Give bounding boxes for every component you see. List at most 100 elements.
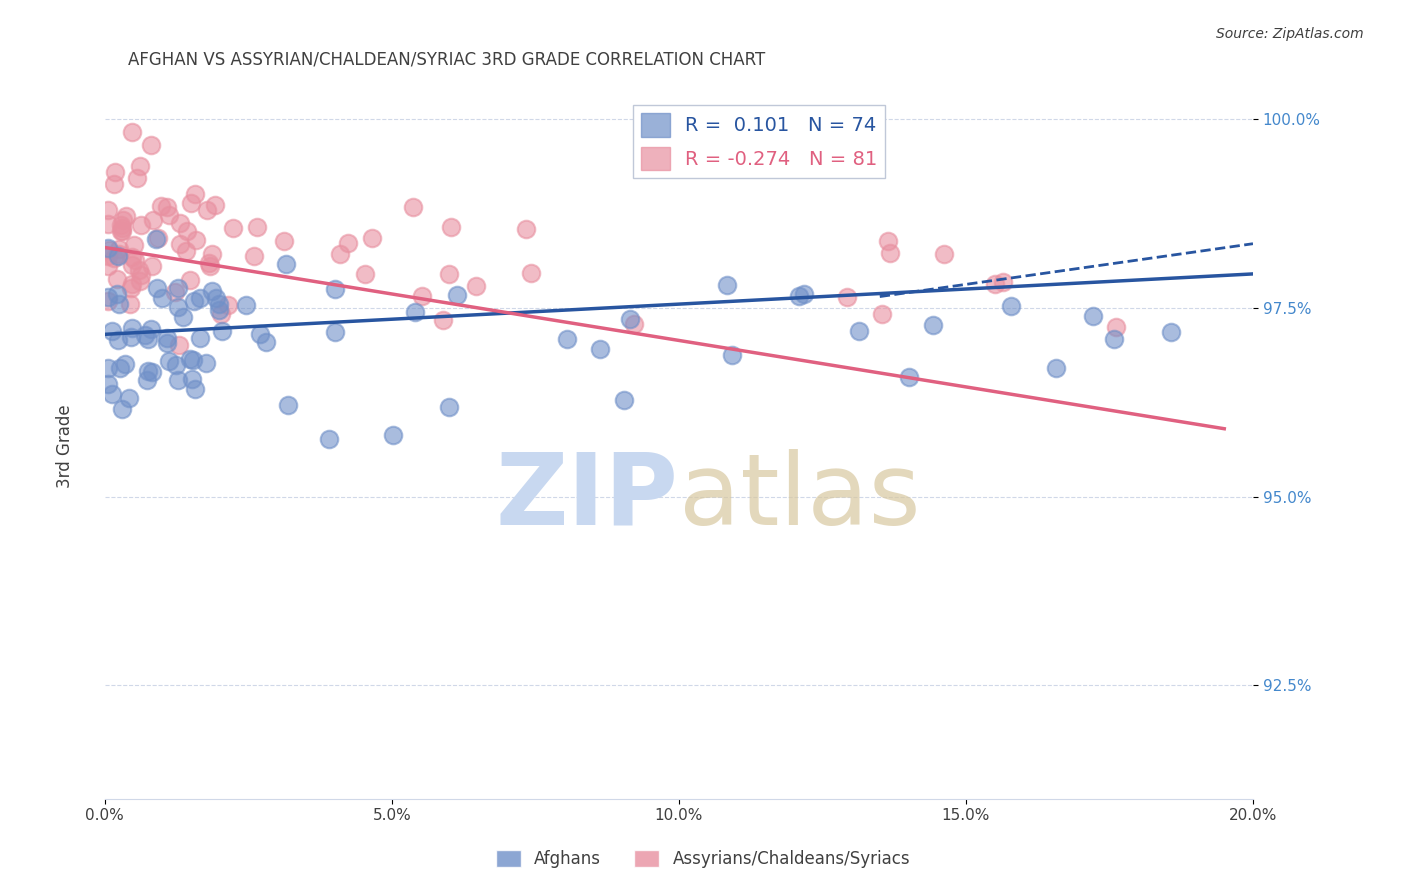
Legend: R =  0.101   N = 74, R = -0.274   N = 81: R = 0.101 N = 74, R = -0.274 N = 81 — [633, 105, 886, 178]
Point — [167, 281, 190, 295]
Point — [204, 198, 226, 212]
Point — [404, 305, 426, 319]
Point — [195, 203, 218, 218]
Point — [166, 300, 188, 314]
Point — [274, 256, 297, 270]
Point — [105, 272, 128, 286]
Point — [246, 220, 269, 235]
Point — [120, 330, 142, 344]
Point — [209, 307, 232, 321]
Point — [129, 218, 152, 232]
Point — [208, 296, 231, 310]
Point — [103, 178, 125, 192]
Point — [217, 298, 239, 312]
Point — [353, 267, 375, 281]
Point — [124, 253, 146, 268]
Point — [96, 217, 118, 231]
Point — [122, 238, 145, 252]
Point — [181, 352, 204, 367]
Point — [159, 354, 181, 368]
Point — [184, 233, 207, 247]
Point — [1102, 332, 1125, 346]
Point — [183, 293, 205, 308]
Text: 3rd Grade: 3rd Grade — [56, 404, 75, 488]
Point — [273, 234, 295, 248]
Point — [108, 247, 131, 261]
Point — [110, 224, 132, 238]
Point — [141, 365, 163, 379]
Point — [96, 259, 118, 273]
Point — [188, 331, 211, 345]
Point — [208, 302, 231, 317]
Point — [169, 236, 191, 251]
Point — [716, 278, 738, 293]
Point — [184, 186, 207, 201]
Point — [96, 202, 118, 217]
Point — [243, 249, 266, 263]
Legend: Afghans, Assyrians/Chaldeans/Syriacs: Afghans, Assyrians/Chaldeans/Syriacs — [489, 843, 917, 875]
Point — [589, 342, 612, 356]
Point — [432, 313, 454, 327]
Point — [318, 432, 340, 446]
Point — [111, 212, 134, 227]
Point — [201, 247, 224, 261]
Point — [1160, 325, 1182, 339]
Text: AFGHAN VS ASSYRIAN/CHALDEAN/SYRIAC 3RD GRADE CORRELATION CHART: AFGHAN VS ASSYRIAN/CHALDEAN/SYRIAC 3RD G… — [128, 51, 765, 69]
Point — [194, 356, 217, 370]
Point — [176, 224, 198, 238]
Point — [1045, 360, 1067, 375]
Point — [897, 370, 920, 384]
Point — [323, 282, 346, 296]
Point — [157, 208, 180, 222]
Point — [1000, 299, 1022, 313]
Point — [100, 325, 122, 339]
Point — [121, 321, 143, 335]
Point — [619, 312, 641, 326]
Point — [446, 288, 468, 302]
Point — [101, 386, 124, 401]
Point — [401, 200, 423, 214]
Point — [515, 222, 537, 236]
Point — [872, 306, 894, 320]
Point — [623, 317, 645, 331]
Point — [276, 398, 298, 412]
Point — [793, 287, 815, 301]
Point — [188, 291, 211, 305]
Point — [110, 361, 132, 376]
Point — [520, 266, 543, 280]
Point — [437, 267, 460, 281]
Point — [934, 247, 956, 261]
Point — [156, 331, 179, 345]
Point — [721, 348, 744, 362]
Point — [118, 297, 141, 311]
Point — [97, 241, 120, 255]
Point — [97, 243, 120, 257]
Point — [1105, 320, 1128, 334]
Point — [235, 298, 257, 312]
Point — [179, 273, 201, 287]
Point — [180, 195, 202, 210]
Point — [156, 335, 179, 350]
Point — [336, 235, 359, 250]
Point — [141, 322, 163, 336]
Point — [107, 297, 129, 311]
Point — [111, 402, 134, 417]
Point — [163, 285, 186, 300]
Point — [115, 209, 138, 223]
Point — [411, 289, 433, 303]
Point — [184, 382, 207, 396]
Point — [121, 277, 143, 292]
Point — [167, 338, 190, 352]
Point — [118, 392, 141, 406]
Point — [204, 291, 226, 305]
Point — [249, 327, 271, 342]
Point — [222, 220, 245, 235]
Point — [381, 428, 404, 442]
Point — [555, 332, 578, 346]
Point — [136, 363, 159, 377]
Point — [110, 218, 132, 232]
Text: atlas: atlas — [679, 449, 921, 546]
Point — [991, 275, 1014, 289]
Point — [165, 359, 187, 373]
Point — [211, 324, 233, 338]
